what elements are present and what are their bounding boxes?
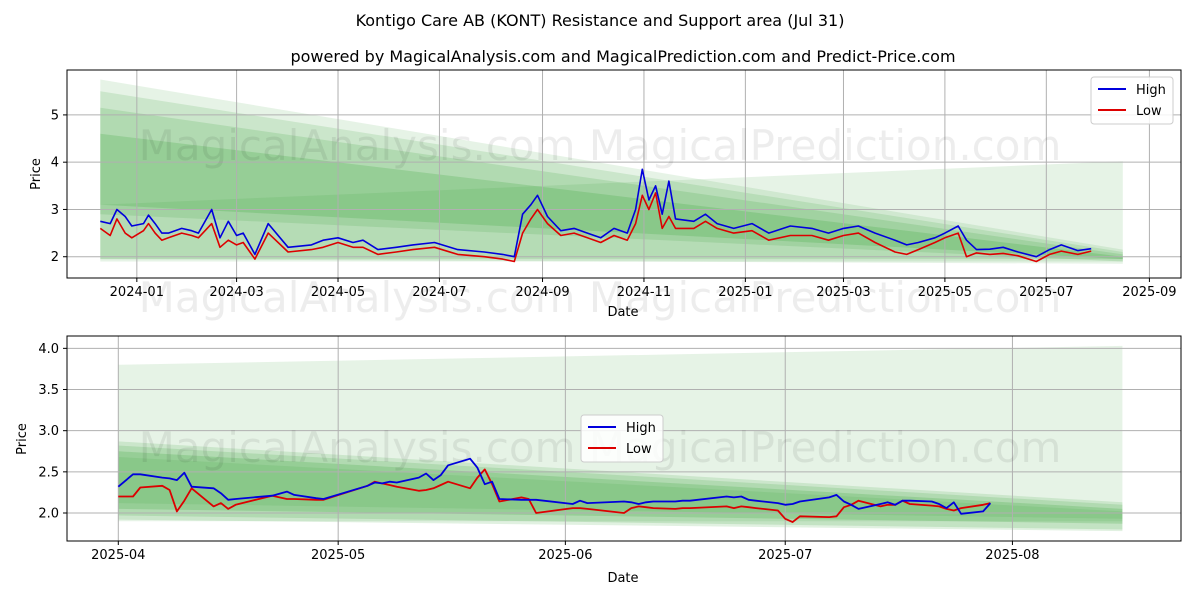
top-band-2: [100, 91, 1123, 262]
top-xtick-label: 2025-05: [918, 285, 972, 300]
top-xtick-label: 2025-07: [1019, 285, 1073, 300]
bottom-legend-low-label: Low: [626, 442, 652, 457]
top-ytick-label: 2: [51, 250, 59, 265]
top-band-4: [100, 133, 1123, 260]
top-xlabel: Date: [607, 305, 638, 320]
top-xtick-label: 2024-05: [311, 285, 365, 300]
bottom-ytick-label: 3.0: [38, 424, 59, 439]
bottom-legend-high-label: High: [626, 421, 656, 436]
top-xtick-label: 2024-11: [617, 285, 671, 300]
bottom-ylabel: Price: [15, 423, 30, 455]
top-band-3: [100, 107, 1123, 260]
top-plot-frame: [66, 69, 1182, 279]
top-watermark: MagicalAnalysis.com MagicalPrediction.co…: [139, 121, 1062, 170]
bottom-ytick-label: 4.0: [38, 342, 59, 357]
bottom-high-line: [117, 457, 992, 515]
top-xtick-label: 2025-09: [1122, 285, 1176, 300]
top-xtick-label: 2025-01: [718, 285, 772, 300]
top-lines: [99, 168, 1092, 263]
top-xtick-label: 2024-03: [209, 285, 263, 300]
top-band-5: [100, 161, 1123, 262]
chart-subtitle: powered by MagicalAnalysis.com and Magic…: [290, 47, 955, 66]
bottom-xtick-label: 2025-08: [985, 548, 1039, 563]
bottom-yticks: 2.0 2.5 3.0 3.5 4.0: [38, 342, 67, 522]
bottom-xtick-label: 2025-06: [538, 548, 592, 563]
top-bands: [100, 79, 1123, 264]
bottom-legend: High Low: [580, 414, 664, 463]
bottom-ytick-label: 2.0: [38, 507, 59, 522]
top-ylabel: Price: [29, 158, 44, 190]
bottom-ytick-label: 3.5: [38, 383, 59, 398]
top-xtick-label: 2025-03: [816, 285, 870, 300]
top-xtick-label: 2024-01: [110, 285, 164, 300]
bottom-lines: [117, 457, 992, 523]
bottom-xlabel: Date: [607, 571, 638, 586]
top-xticks: 2024-01 2024-03 2024-05 2024-07 2024-09 2024-…: [110, 278, 1177, 300]
bottom-grid: [67, 336, 1181, 541]
bottom-ytick-label: 2.5: [38, 465, 59, 480]
top-ytick-label: 5: [51, 108, 59, 123]
top-high-line: [100, 168, 1092, 258]
top-band-1: [100, 79, 1123, 264]
top-low-line: [99, 192, 1092, 263]
bottom-band-2: [118, 441, 1123, 532]
top-xtick-label: 2024-07: [412, 285, 466, 300]
bottom-plot-frame: [66, 335, 1182, 542]
top-legend: High Low: [1090, 76, 1174, 125]
top-panel: MagicalAnalysis.com MagicalPrediction.co…: [29, 69, 1182, 322]
bottom-panel: MagicalAnalysis.com MagicalPrediction.co…: [15, 335, 1182, 586]
top-watermark-lower: MagicalAnalysis.com MagicalPrediction.co…: [139, 273, 1062, 322]
bottom-xticks: 2025-04 2025-05 2025-06 2025-07 2025-08: [91, 541, 1040, 563]
bottom-band-3: [118, 445, 1123, 530]
top-legend-high-label: High: [1136, 83, 1166, 98]
top-ytick-label: 3: [51, 203, 59, 218]
chart-title: Kontigo Care AB (KONT) Resistance and Su…: [356, 11, 845, 30]
top-ytick-label: 4: [51, 156, 59, 171]
bottom-low-line: [118, 468, 991, 523]
bottom-xtick-label: 2025-07: [758, 548, 812, 563]
top-legend-low-label: Low: [1136, 104, 1162, 119]
bottom-xtick-label: 2025-04: [91, 548, 145, 563]
bottom-xtick-label: 2025-05: [311, 548, 365, 563]
top-xtick-label: 2024-09: [515, 285, 569, 300]
top-yticks: 2 3 4 5: [51, 108, 67, 265]
